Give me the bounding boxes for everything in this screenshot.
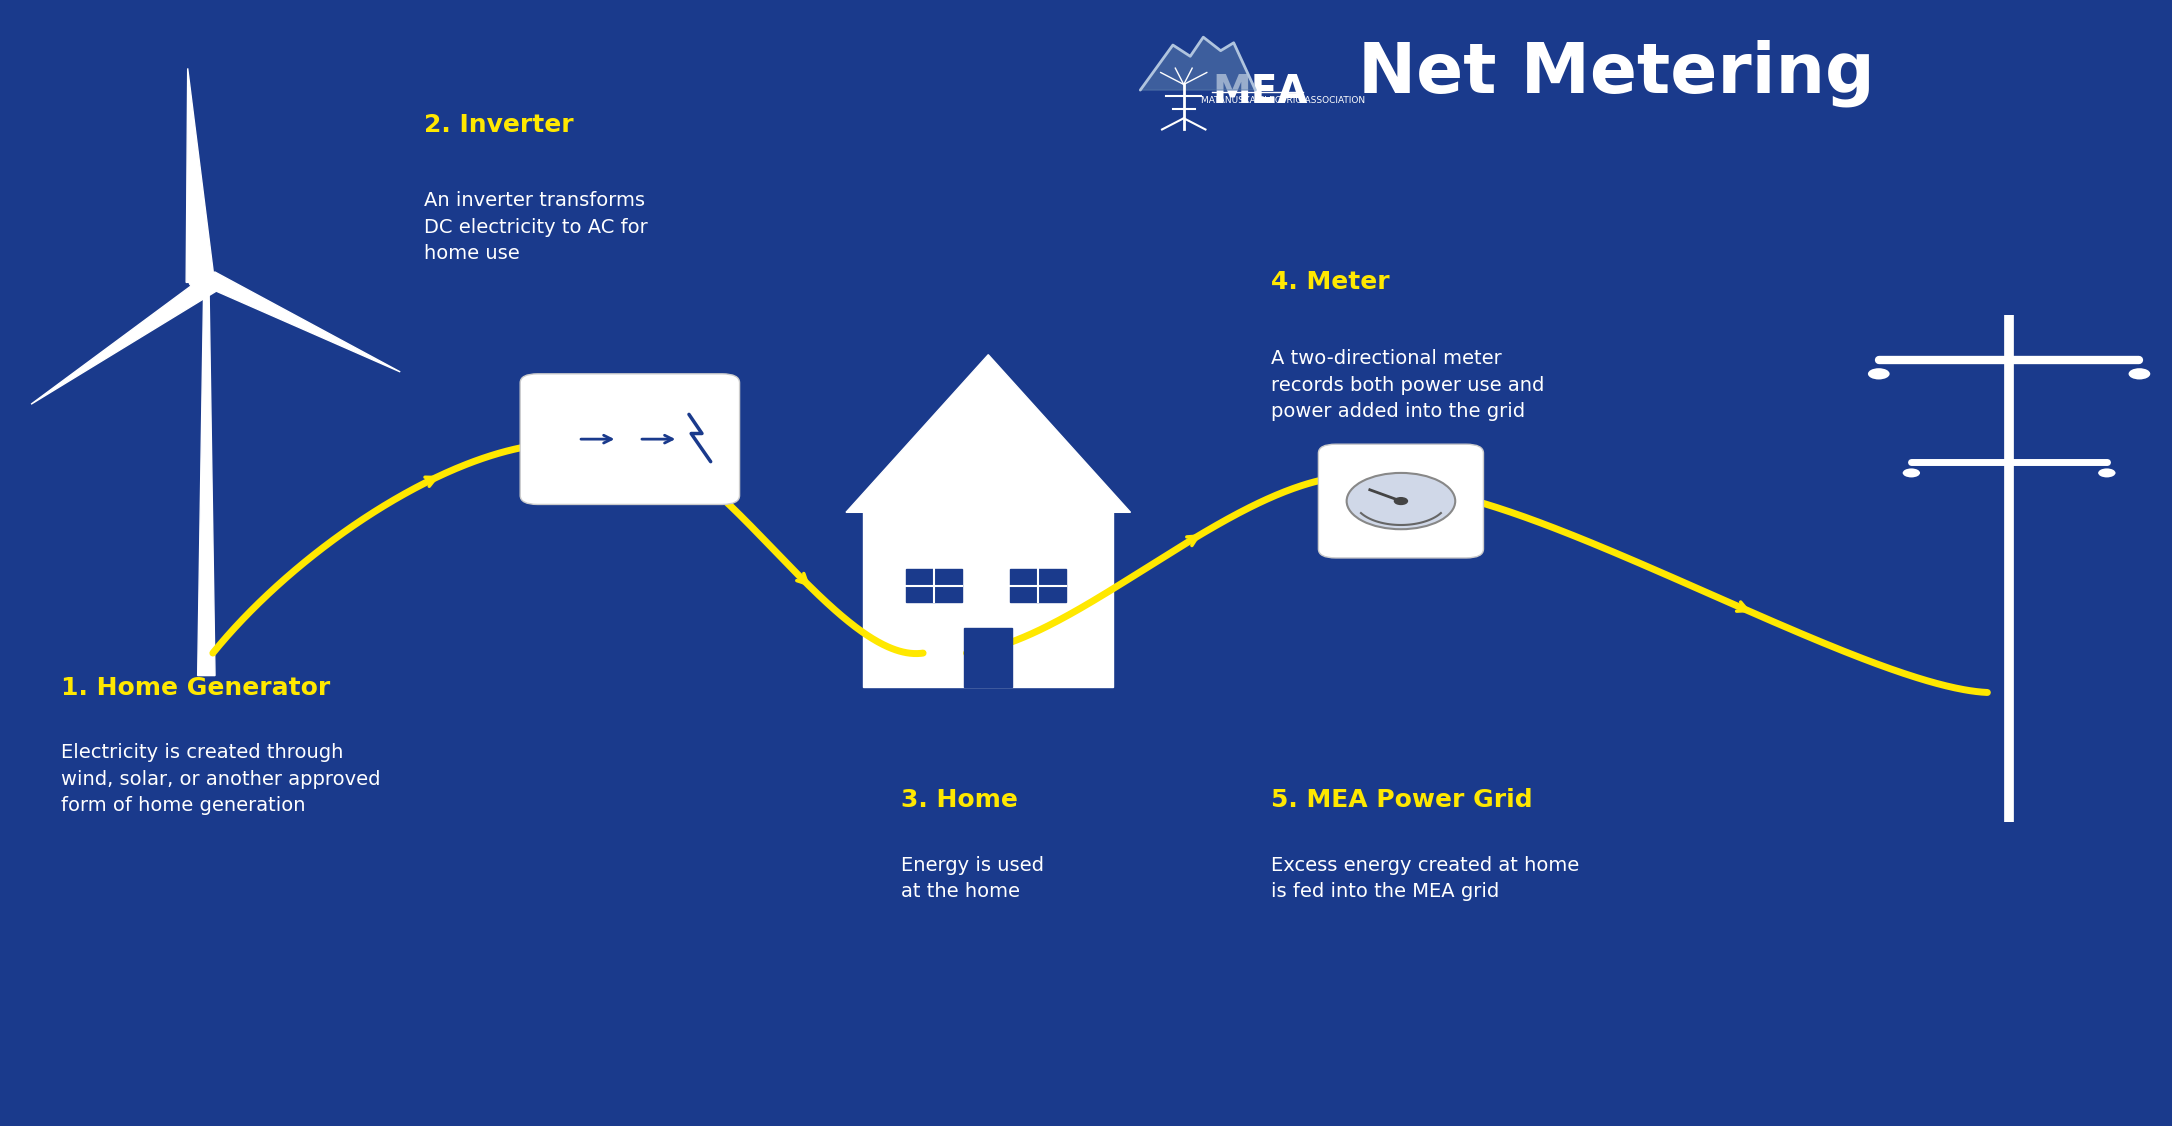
Circle shape bbox=[2098, 468, 2116, 477]
Text: MEA: MEA bbox=[1212, 73, 1308, 111]
Text: Excess energy created at home
is fed into the MEA grid: Excess energy created at home is fed int… bbox=[1271, 856, 1579, 901]
FancyBboxPatch shape bbox=[521, 374, 738, 504]
Polygon shape bbox=[1010, 569, 1066, 602]
Polygon shape bbox=[187, 69, 215, 283]
Text: 3. Home: 3. Home bbox=[901, 788, 1019, 812]
Text: MATANUSKA ELECTRIC ASSOCIATION: MATANUSKA ELECTRIC ASSOCIATION bbox=[1201, 96, 1366, 105]
Polygon shape bbox=[906, 569, 962, 602]
Text: A two-directional meter
records both power use and
power added into the grid: A two-directional meter records both pow… bbox=[1271, 349, 1544, 421]
Circle shape bbox=[1868, 368, 1890, 379]
Text: 1. Home Generator: 1. Home Generator bbox=[61, 676, 330, 699]
Circle shape bbox=[1394, 498, 1407, 504]
Text: 2. Inverter: 2. Inverter bbox=[424, 113, 573, 136]
Polygon shape bbox=[198, 282, 215, 676]
Circle shape bbox=[189, 272, 224, 291]
Polygon shape bbox=[864, 512, 1114, 687]
Circle shape bbox=[1347, 473, 1455, 529]
Text: 4. Meter: 4. Meter bbox=[1271, 270, 1390, 294]
Circle shape bbox=[2129, 368, 2150, 379]
Polygon shape bbox=[1140, 37, 1255, 90]
Text: 5. MEA Power Grid: 5. MEA Power Grid bbox=[1271, 788, 1531, 812]
Text: Energy is used
at the home: Energy is used at the home bbox=[901, 856, 1045, 901]
Text: An inverter transforms
DC electricity to AC for
home use: An inverter transforms DC electricity to… bbox=[424, 191, 647, 263]
Polygon shape bbox=[202, 272, 400, 372]
Polygon shape bbox=[964, 628, 1012, 687]
Circle shape bbox=[1903, 468, 1920, 477]
Text: Net Metering: Net Metering bbox=[1358, 39, 1874, 107]
Polygon shape bbox=[847, 355, 1132, 512]
Polygon shape bbox=[30, 278, 217, 404]
Text: Electricity is created through
wind, solar, or another approved
form of home gen: Electricity is created through wind, sol… bbox=[61, 743, 380, 815]
FancyBboxPatch shape bbox=[1318, 444, 1483, 557]
